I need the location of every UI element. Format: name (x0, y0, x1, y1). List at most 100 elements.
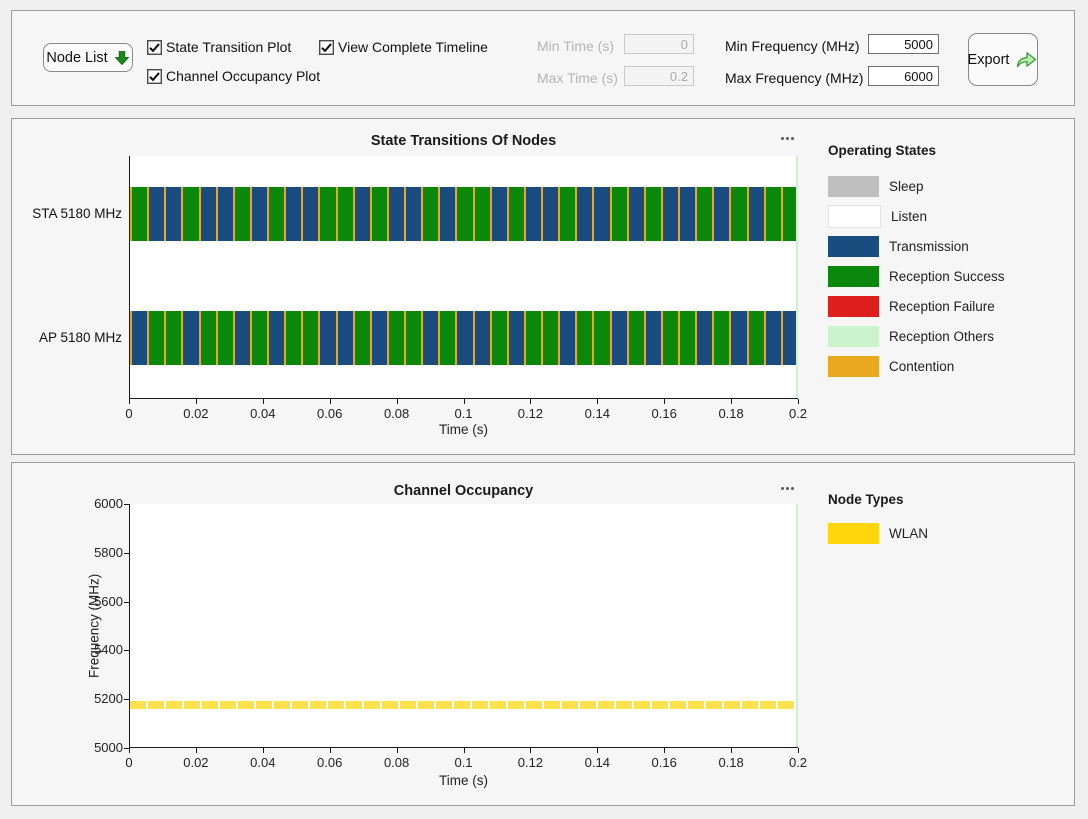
reception-success-segment (181, 187, 199, 241)
transmission-segment (712, 187, 730, 241)
reception-success-segment (352, 311, 370, 365)
axes-options-menu-icon[interactable] (774, 131, 800, 145)
export-button[interactable]: Export (968, 33, 1038, 86)
reception-success-segment (575, 311, 593, 365)
transmission-segment (130, 311, 148, 365)
x-tick-label: 0.2 (788, 406, 808, 421)
reception-success-segment (609, 187, 627, 241)
reception-success-segment (506, 187, 524, 241)
reception-success-segment (164, 311, 182, 365)
x-tick-mark (329, 748, 331, 753)
legend-swatch (828, 236, 879, 257)
x-tick-mark (463, 748, 465, 753)
reception-success-segment (678, 311, 696, 365)
legend-item: Reception Success (828, 266, 1005, 287)
reception-success-segment (232, 187, 250, 241)
x-tick-mark (731, 399, 733, 404)
x-tick-label: 0.04 (250, 755, 276, 770)
legend-label: Reception Others (889, 329, 995, 344)
reception-success-segment (592, 311, 610, 365)
transmission-segment (267, 311, 285, 365)
y-tick-label: 5200 (94, 691, 123, 707)
checkbox-checked-icon (147, 68, 162, 84)
x-tick-mark (597, 748, 599, 753)
legend-label: Listen (891, 209, 928, 224)
node-list-button[interactable]: Node List (43, 43, 133, 72)
row-label-ap: AP 5180 MHz (38, 330, 122, 345)
transmission-segment (232, 311, 250, 365)
transmission-segment (215, 187, 233, 241)
legend-item: Reception Others (828, 326, 1005, 347)
legend-title: Node Types (828, 492, 904, 507)
state-plot-area (129, 156, 798, 399)
legend-swatch (828, 326, 879, 347)
axes-options-menu-icon[interactable] (774, 481, 800, 495)
reception-success-segment (386, 311, 404, 365)
reception-success-segment (541, 311, 559, 365)
max-frequency-input[interactable] (868, 66, 939, 86)
reception-success-segment (438, 311, 456, 365)
y-tick-label: 5600 (94, 593, 123, 609)
legend-title: Operating States (828, 143, 937, 158)
x-tick-label: 0.18 (718, 755, 744, 770)
reception-success-segment (215, 311, 233, 365)
legend-swatch (828, 356, 879, 377)
wlan-occupancy-band (130, 701, 798, 709)
x-tick-mark (731, 748, 733, 753)
x-tick-label: 0.08 (383, 755, 410, 770)
reception-success-segment (318, 187, 336, 241)
occupancy-plot-x-axis-label: Time (s) (439, 773, 488, 788)
transmission-segment (284, 187, 302, 241)
state-plot-x-axis-label: Time (s) (439, 422, 488, 437)
reception-success-segment (558, 187, 576, 241)
y-tick-mark (124, 552, 129, 554)
reception-success-segment (712, 311, 730, 365)
timeline-end-marker (796, 504, 798, 747)
transmission-segment (249, 187, 267, 241)
x-tick-mark (195, 748, 197, 753)
legend-item: Contention (828, 356, 1005, 377)
min-frequency-label: Min Frequency (MHz) (725, 38, 860, 54)
x-tick-label: 0.16 (651, 755, 677, 770)
legend-swatch (828, 205, 881, 228)
transmission-segment (181, 311, 199, 365)
transmission-segment (506, 311, 524, 365)
checkbox-state-transition-plot[interactable]: State Transition Plot (147, 38, 291, 56)
transmission-segment (746, 187, 764, 241)
reception-success-segment (763, 187, 781, 241)
checkbox-label: Channel Occupancy Plot (166, 68, 321, 84)
node-types-legend: Node Types WLAN (828, 492, 928, 553)
x-tick-label: 0.12 (517, 755, 544, 770)
min-time-input (624, 34, 694, 54)
transmission-segment (386, 187, 404, 241)
x-tick-label: 0.02 (183, 755, 209, 770)
legend-label: Reception Failure (889, 299, 995, 314)
row-label-sta: STA 5180 MHz (32, 206, 122, 221)
x-tick-label: 0.02 (183, 406, 209, 421)
reception-success-segment (695, 187, 713, 241)
y-tick-mark (124, 650, 129, 652)
min-frequency-input[interactable] (868, 34, 939, 54)
legend-label: WLAN (889, 526, 929, 541)
reception-success-segment (147, 311, 165, 365)
reception-success-segment (301, 311, 319, 365)
checkbox-view-complete-timeline[interactable]: View Complete Timeline (319, 38, 488, 56)
legend-item: Reception Failure (828, 296, 1005, 317)
checkbox-label: View Complete Timeline (338, 39, 488, 55)
legend-label: Contention (889, 359, 955, 374)
node-list-label: Node List (46, 49, 108, 66)
y-tick-label: 5800 (94, 544, 123, 560)
legend-label: Sleep (889, 179, 924, 194)
reception-success-segment (660, 311, 678, 365)
reception-success-segment (369, 187, 387, 241)
occupancy-plot-area (124, 504, 798, 749)
export-label: Export (967, 51, 1010, 68)
toolbar-panel: Node List State Transition Plot Channel … (11, 10, 1075, 106)
reception-success-segment (335, 187, 353, 241)
checkbox-channel-occupancy-plot[interactable]: Channel Occupancy Plot (147, 67, 320, 85)
reception-success-segment (455, 187, 473, 241)
x-tick-label: 0.04 (250, 406, 276, 421)
legend-items: Sleep Listen Transmission Reception Success… (828, 176, 1005, 377)
transmission-segment (438, 187, 456, 241)
